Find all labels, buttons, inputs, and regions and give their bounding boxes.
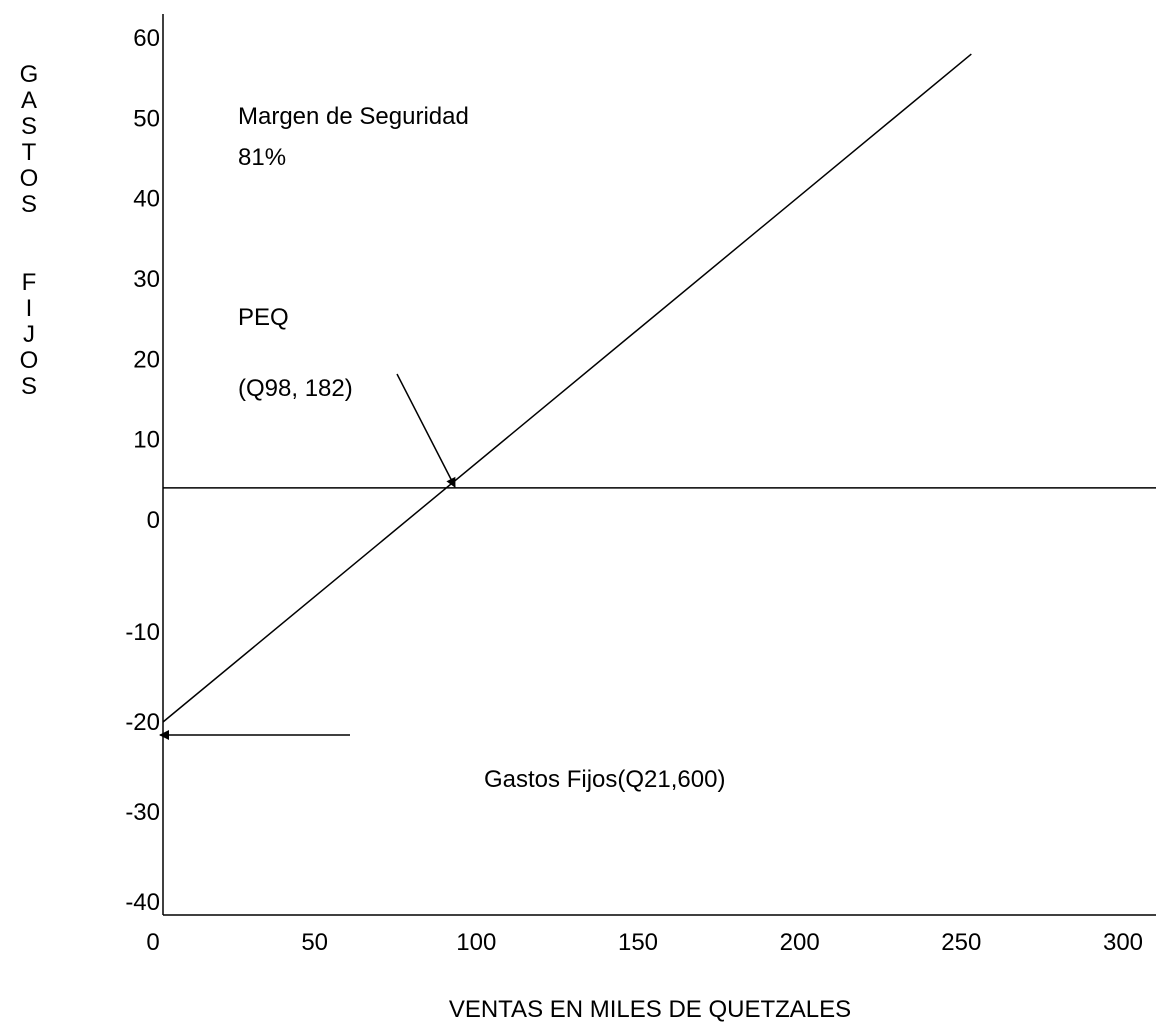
x-tick-label: 200 <box>780 929 820 956</box>
y-tick-label: 10 <box>133 427 160 454</box>
y-tick-label: -20 <box>125 709 160 736</box>
sales-line <box>162 53 972 723</box>
peq-arrow <box>396 373 456 488</box>
y-axis-label-letter: O <box>20 165 39 192</box>
y-axis-label-letter: O <box>20 347 39 374</box>
y-tick-label: 20 <box>133 346 160 373</box>
x-tick-label: 300 <box>1103 929 1143 956</box>
y-axis-label-letter: G <box>20 61 39 88</box>
x-axis-title: VENTAS EN MILES DE QUETZALES <box>449 996 851 1023</box>
x-tick-label: 50 <box>301 929 328 956</box>
y-tick-labels: 60 50 40 30 20 10 0 -10 -20 -30 -40 <box>125 25 160 916</box>
y-tick-label: 60 <box>133 25 160 52</box>
x-tick-label: 150 <box>618 929 658 956</box>
series-lines <box>162 53 972 723</box>
y-axis-label-letter: S <box>21 373 37 400</box>
x-tick-label: 100 <box>456 929 496 956</box>
y-tick-label: 40 <box>133 186 160 213</box>
peq-value: (Q98, 182) <box>238 375 353 402</box>
margen-label: Margen de Seguridad <box>238 103 469 130</box>
y-axis-label-letter: S <box>21 191 37 218</box>
y-axis-label-letter: A <box>21 87 37 114</box>
y-tick-label: 50 <box>133 105 160 132</box>
x-tick-label: 250 <box>941 929 981 956</box>
x-tick-label: 0 <box>146 929 159 956</box>
x-tick-labels: 0 50 100 150 200 250 300 <box>146 929 1143 956</box>
margen-value: 81% <box>238 144 286 171</box>
y-axis-label-letter: F <box>22 269 37 296</box>
y-axis-label-letter: S <box>21 113 37 140</box>
y-axis-label-letter: J <box>23 321 35 348</box>
y-tick-label: -40 <box>125 889 160 916</box>
y-tick-label: -10 <box>125 619 160 646</box>
y-tick-label: -30 <box>125 799 160 826</box>
y-tick-label: 0 <box>147 507 160 534</box>
y-axis-label-letter: T <box>22 139 37 166</box>
y-axis-label-letter: I <box>26 295 33 322</box>
y-tick-label: 30 <box>133 266 160 293</box>
gastos-fijos-label: Gastos Fijos(Q21,600) <box>484 766 725 793</box>
peq-label: PEQ <box>238 304 289 331</box>
